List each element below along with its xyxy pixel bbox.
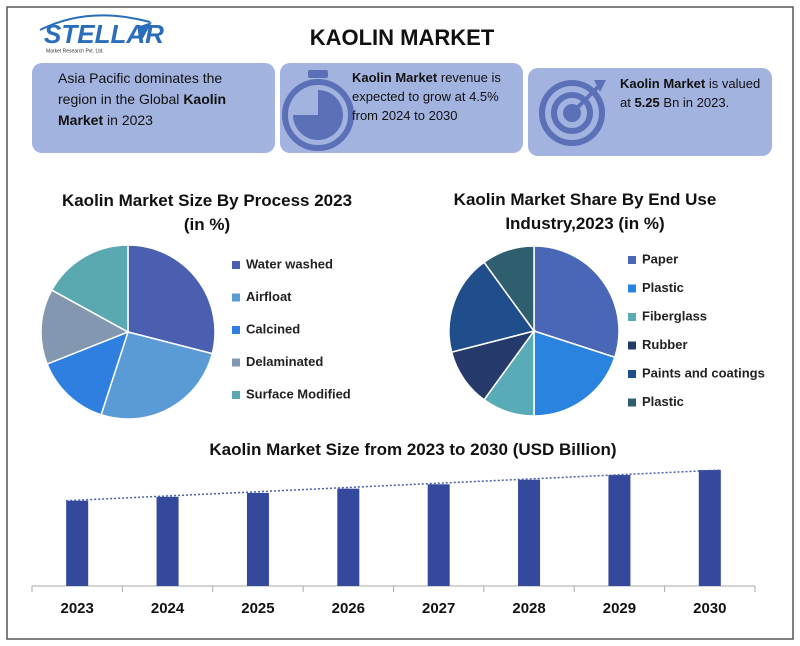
- legend-label: Calcined: [246, 321, 300, 336]
- pie-slice: [533, 245, 620, 359]
- legend-label: Water washed: [246, 256, 333, 271]
- bar: [337, 488, 360, 586]
- pie-slice: [40, 289, 130, 366]
- page-title: KAOLIN MARKET: [310, 25, 495, 50]
- legend-swatch: [232, 293, 240, 302]
- x-tick-label: 2024: [151, 600, 185, 617]
- frame: [6, 6, 794, 640]
- info-text-part: Kaolin Market: [352, 70, 438, 85]
- info-text-part: Kaolin Market: [620, 76, 706, 91]
- logo-arrow: [140, 22, 152, 40]
- info-text-part: Bn in 2023.: [659, 95, 730, 110]
- info-box: [32, 63, 275, 153]
- trend-line: [66, 469, 721, 502]
- info-text-part: revenue is expected to grow at 4.5% from…: [352, 70, 501, 123]
- chart-title: Kaolin Market Share By End Use Industry,…: [453, 190, 717, 233]
- info-text-part: Asia Pacific dominates the region in the…: [58, 70, 223, 107]
- info-text-part: Kaolin Market: [58, 91, 227, 128]
- bar: [518, 479, 541, 586]
- info-text: Kaolin Market is valued at 5.25 Bn in 20…: [620, 74, 770, 112]
- info-box: [280, 63, 523, 153]
- bar: [66, 500, 89, 586]
- stopwatch-icon: [282, 70, 354, 151]
- x-tick-label: 2023: [61, 600, 94, 617]
- x-tick-label: 2026: [332, 600, 365, 617]
- legend-swatch: [628, 313, 636, 321]
- legend-swatch: [628, 256, 636, 264]
- info-text: Kaolin Market revenue is expected to gro…: [352, 68, 517, 125]
- logo-swoosh: [39, 14, 151, 31]
- legend-label: Paints and coatings: [642, 365, 765, 380]
- legend-label: Paper: [642, 251, 678, 266]
- legend-swatch: [232, 326, 240, 334]
- x-tick-label: 2025: [241, 600, 274, 617]
- x-tick-label: 2030: [693, 600, 726, 617]
- legend-swatch: [232, 261, 240, 269]
- x-tick-label: 2027: [422, 600, 455, 617]
- legend-label: Plastic: [642, 394, 684, 409]
- logo: STELLAR: [44, 19, 164, 49]
- pie-slice: [448, 261, 536, 354]
- info-text: Asia Pacific dominates the region in the…: [58, 68, 258, 131]
- target-icon: [539, 80, 606, 146]
- legend-label: Surface Modified: [246, 386, 351, 401]
- legend-label: Plastic: [642, 280, 684, 295]
- legend-label: Delaminated: [246, 354, 323, 369]
- info-text-part: is valued at: [620, 76, 761, 110]
- legend-swatch: [232, 391, 240, 399]
- logo-tagline: Market Research Pvt. Ltd.: [46, 48, 104, 54]
- chart-title: Kaolin Market Size from 2023 to 2030 (US…: [209, 440, 617, 459]
- info-text-part: in 2023: [103, 112, 153, 128]
- legend-swatch: [628, 341, 636, 350]
- legend-label: Fiberglass: [642, 308, 707, 323]
- pie-slice: [50, 244, 129, 334]
- legend-label: Rubber: [642, 337, 688, 352]
- pie-slice: [533, 329, 616, 417]
- bar: [427, 484, 450, 586]
- pie-slice: [46, 330, 130, 416]
- x-tick-label: 2028: [512, 600, 545, 617]
- pie-slice: [100, 331, 214, 420]
- bar: [156, 496, 179, 586]
- legend-swatch: [628, 370, 636, 378]
- legend-label: Airfloat: [246, 289, 292, 304]
- pie-slice: [482, 245, 535, 334]
- x-tick-label: 2029: [603, 600, 636, 617]
- info-text-part: 5.25: [634, 95, 660, 110]
- legend-swatch: [628, 398, 636, 407]
- pie-slice: [127, 244, 216, 355]
- bar: [608, 475, 631, 586]
- chart-title: Kaolin Market Size By Process 2023 (in %…: [61, 191, 353, 234]
- bar: [246, 492, 269, 586]
- legend-swatch: [628, 284, 636, 293]
- bar: [698, 470, 721, 586]
- legend-swatch: [232, 358, 240, 367]
